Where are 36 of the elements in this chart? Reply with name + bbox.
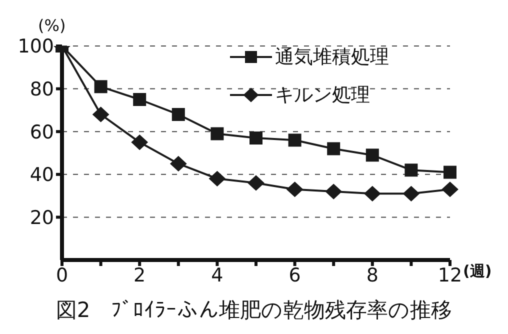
- x-tick-label: 8: [366, 264, 378, 286]
- point: [172, 108, 185, 121]
- y-axis-title: (%): [38, 16, 66, 35]
- x-tick-label: 12: [438, 264, 462, 286]
- point: [327, 142, 340, 156]
- x-tick-label: 6: [288, 264, 301, 286]
- legend-label: 通気堆積処理: [275, 45, 389, 70]
- point: [364, 186, 381, 202]
- y-tick-label: 60: [30, 121, 54, 144]
- y-tick-label: 20: [30, 206, 54, 229]
- point: [442, 182, 458, 198]
- point: [366, 148, 379, 162]
- point: [131, 134, 148, 150]
- point: [444, 166, 456, 179]
- x-axis-title: (週): [463, 262, 492, 281]
- point: [325, 184, 342, 200]
- y-tick-label: 40: [30, 164, 54, 186]
- legend-label: キルン処理: [275, 83, 370, 108]
- point: [170, 156, 187, 172]
- x-tick-label: 2: [134, 264, 146, 286]
- point: [402, 186, 420, 202]
- point: [92, 106, 110, 122]
- point: [248, 175, 264, 191]
- x-tick-label: 0: [56, 264, 68, 286]
- point: [133, 93, 146, 106]
- point: [286, 182, 304, 198]
- y-tick-label: 100: [18, 36, 54, 58]
- point: [94, 80, 108, 94]
- point: [208, 170, 226, 186]
- x-tick-label: 4: [211, 264, 224, 286]
- point: [210, 127, 224, 140]
- point: [288, 134, 302, 147]
- y-tick-label: 80: [30, 78, 54, 101]
- point: [404, 164, 418, 177]
- text: 図2 ﾌﾞﾛｲﾗｰふん堆肥の乾物残存率の推移: [54, 297, 454, 324]
- point: [250, 132, 262, 145]
